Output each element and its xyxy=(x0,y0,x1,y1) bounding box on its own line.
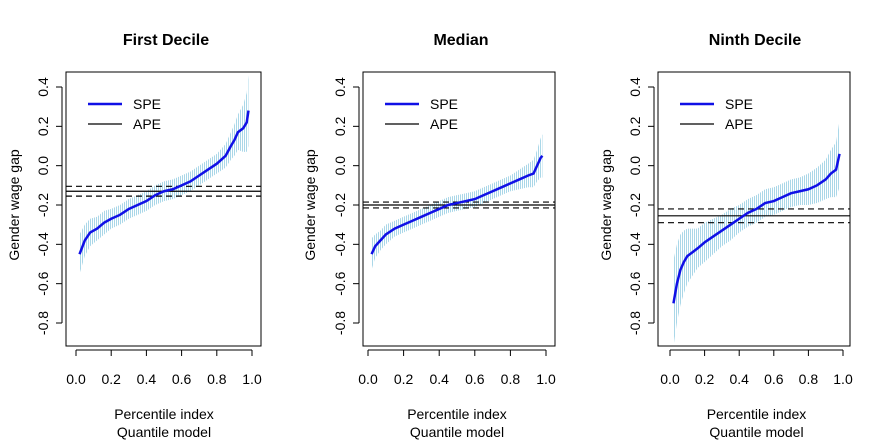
legend: SPE APE xyxy=(385,96,458,132)
legend-ape-label: APE xyxy=(725,116,753,132)
panel-title: First Decile xyxy=(123,32,209,49)
y-tick-label: 0.4 xyxy=(627,77,643,97)
y-tick-label: -0.4 xyxy=(332,232,348,256)
x-tick-label: 0.6 xyxy=(764,371,784,387)
x-axis-label: Percentile index xyxy=(407,406,507,422)
confidence-band xyxy=(79,75,249,274)
x-axis-sublabel: Quantile model xyxy=(410,424,504,440)
spe-line xyxy=(78,110,250,255)
confidence-band xyxy=(673,120,840,346)
spe-line xyxy=(370,154,544,255)
x-tick-label: 0.4 xyxy=(729,371,749,387)
legend-spe-label: SPE xyxy=(725,96,753,112)
x-tick-label: 0.8 xyxy=(799,371,819,387)
y-axis-label: Gender wage gap xyxy=(302,149,318,261)
x-tick-label: 0.6 xyxy=(172,371,192,387)
y-tick-label: -0.8 xyxy=(35,311,51,335)
plot-frame xyxy=(65,71,262,347)
y-tick-label: -0.6 xyxy=(627,271,643,295)
y-tick-label: 0.4 xyxy=(35,77,51,97)
x-axis-label: Percentile index xyxy=(114,406,214,422)
y-axis-label: Gender wage gap xyxy=(598,149,614,261)
y-axis-label: Gender wage gap xyxy=(6,149,22,261)
panel-title: Ninth Decile xyxy=(709,32,802,49)
x-tick-label: 1.0 xyxy=(242,371,262,387)
legend: SPE APE xyxy=(680,96,753,132)
x-tick-label: 0.6 xyxy=(465,371,485,387)
legend-ape-label: APE xyxy=(430,116,458,132)
x-tick-label: 1.0 xyxy=(833,371,853,387)
y-tick-label: 0.0 xyxy=(35,156,51,176)
y-tick-label: 0.2 xyxy=(627,116,643,136)
x-axis-sublabel: Quantile model xyxy=(117,424,211,440)
x-tick-label: 0.2 xyxy=(695,371,715,387)
y-tick-label: -0.2 xyxy=(332,193,348,217)
x-tick-label: 0.0 xyxy=(358,371,378,387)
plot-frame xyxy=(657,71,851,347)
x-tick-label: 0.2 xyxy=(394,371,414,387)
panel-3: 0.0 0.2 0.4 0.6 0.8 1.0 -0.8 -0.6 -0.4 -0.2 0.0 0.2… xyxy=(598,32,853,440)
y-tick-label: -0.6 xyxy=(332,271,348,295)
y-tick-label: 0.0 xyxy=(332,156,348,176)
x-tick-label: 0.0 xyxy=(660,371,680,387)
x-tick-label: 0.8 xyxy=(501,371,521,387)
panel-2: 0.0 0.2 0.4 0.6 0.8 1.0 -0.8 -0.6 -0.4 -0.2 0.0 0.2… xyxy=(302,32,556,440)
legend-ape-label: APE xyxy=(133,116,161,132)
panel-title: Median xyxy=(433,32,488,49)
x-tick-label: 0.4 xyxy=(137,371,157,387)
x-tick-label: 0.2 xyxy=(101,371,121,387)
legend-spe-label: SPE xyxy=(430,96,458,112)
y-tick-label: 0.2 xyxy=(332,116,348,136)
panel-1: 0.0 0.2 0.4 0.6 0.8 1.0 -0.8 -0.6 -0.4 -0.2 0.0 0.2… xyxy=(6,32,262,440)
y-tick-label: -0.8 xyxy=(332,311,348,335)
y-tick-label: -0.4 xyxy=(35,232,51,256)
y-tick-label: -0.8 xyxy=(627,311,643,335)
y-tick-label: -0.2 xyxy=(627,193,643,217)
spe-line xyxy=(672,153,841,304)
y-tick-label: -0.4 xyxy=(627,232,643,256)
x-tick-label: 0.4 xyxy=(429,371,449,387)
y-tick-label: -0.2 xyxy=(35,193,51,217)
x-axis-label: Percentile index xyxy=(707,406,807,422)
legend: SPE APE xyxy=(88,96,161,132)
y-tick-label: -0.6 xyxy=(35,271,51,295)
y-tick-label: 0.2 xyxy=(35,116,51,136)
y-tick-label: 0.0 xyxy=(627,156,643,176)
x-tick-label: 0.8 xyxy=(207,371,227,387)
x-axis-sublabel: Quantile model xyxy=(709,424,803,440)
x-tick-label: 1.0 xyxy=(536,371,556,387)
x-tick-label: 0.0 xyxy=(66,371,86,387)
y-tick-label: 0.4 xyxy=(332,77,348,97)
legend-spe-label: SPE xyxy=(133,96,161,112)
plot-frame xyxy=(362,71,556,347)
